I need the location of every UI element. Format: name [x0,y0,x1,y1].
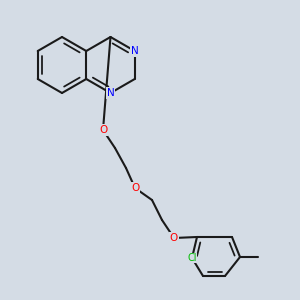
Text: N: N [106,88,114,98]
Text: Cl: Cl [187,253,197,263]
Text: N: N [131,46,139,56]
Text: O: O [99,125,107,135]
Text: O: O [170,233,178,243]
Text: O: O [131,183,139,193]
